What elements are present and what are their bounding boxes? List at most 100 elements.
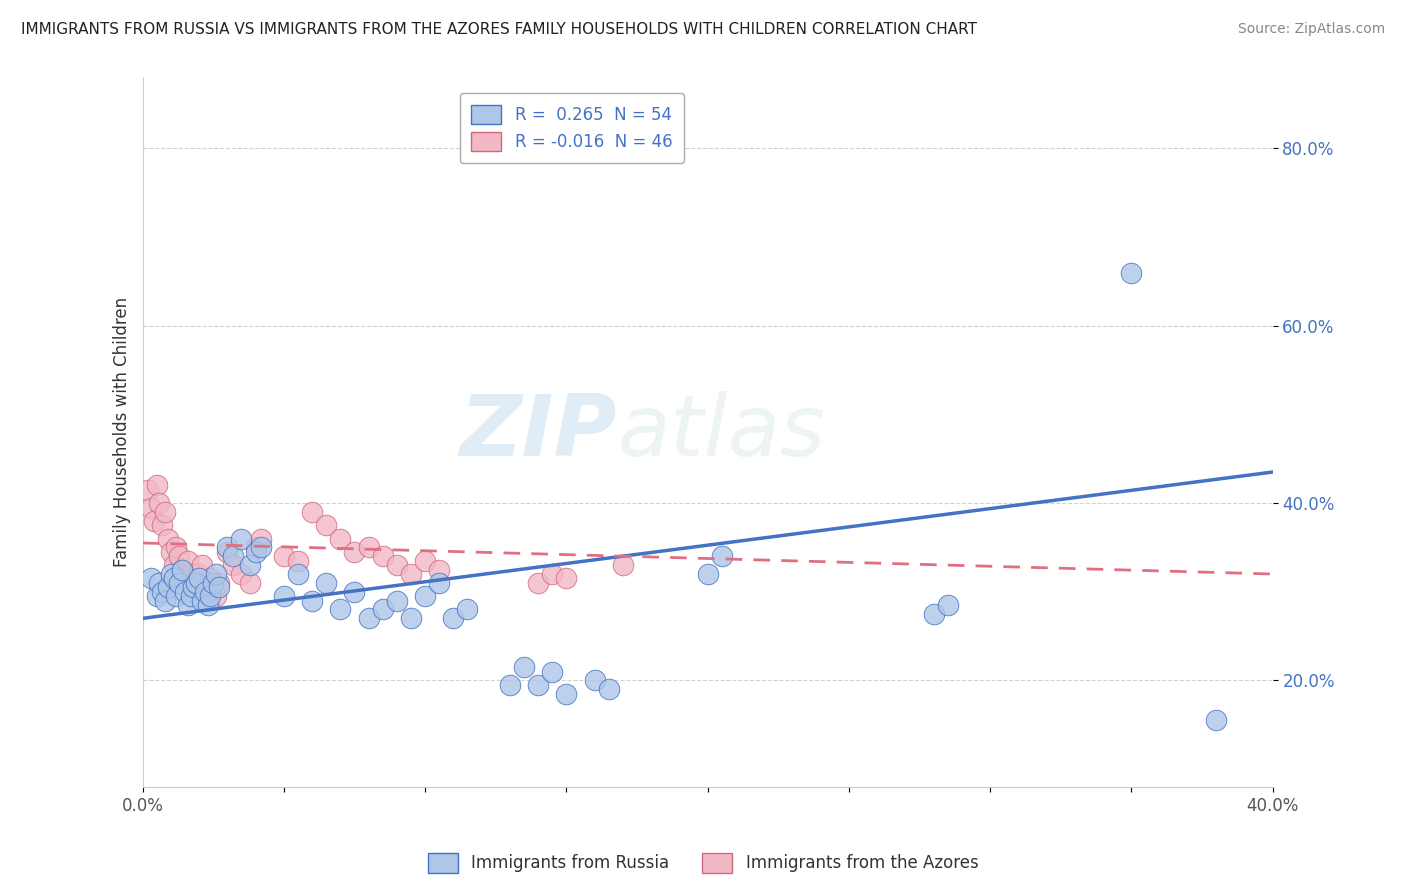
Point: [186, 580, 208, 594]
Point: [936, 598, 959, 612]
Point: [371, 602, 394, 616]
Point: [399, 567, 422, 582]
Point: [441, 611, 464, 625]
Point: [273, 549, 295, 564]
Point: [139, 571, 162, 585]
Text: Source: ZipAtlas.com: Source: ZipAtlas.com: [1237, 22, 1385, 37]
Point: [343, 545, 366, 559]
Point: [186, 575, 208, 590]
Point: [710, 549, 733, 564]
Point: [167, 575, 190, 590]
Point: [208, 580, 231, 594]
Point: [612, 558, 634, 573]
Point: [399, 611, 422, 625]
Point: [191, 558, 214, 573]
Point: [385, 558, 408, 573]
Point: [156, 580, 179, 594]
Point: [162, 558, 184, 573]
Point: [555, 687, 578, 701]
Legend: Immigrants from Russia, Immigrants from the Azores: Immigrants from Russia, Immigrants from …: [420, 847, 986, 880]
Point: [153, 505, 176, 519]
Point: [188, 571, 211, 585]
Point: [172, 563, 194, 577]
Point: [513, 660, 536, 674]
Point: [217, 541, 239, 555]
Point: [165, 541, 187, 555]
Point: [202, 575, 225, 590]
Text: ZIP: ZIP: [460, 391, 617, 474]
Point: [527, 575, 550, 590]
Point: [159, 545, 181, 559]
Point: [239, 558, 262, 573]
Point: [583, 673, 606, 688]
Y-axis label: Family Households with Children: Family Households with Children: [114, 297, 131, 567]
Point: [456, 602, 478, 616]
Point: [413, 554, 436, 568]
Point: [165, 589, 187, 603]
Point: [153, 593, 176, 607]
Point: [191, 593, 214, 607]
Point: [202, 580, 225, 594]
Text: IMMIGRANTS FROM RUSSIA VS IMMIGRANTS FROM THE AZORES FAMILY HOUSEHOLDS WITH CHIL: IMMIGRANTS FROM RUSSIA VS IMMIGRANTS FRO…: [21, 22, 977, 37]
Point: [696, 567, 718, 582]
Point: [427, 575, 450, 590]
Point: [205, 567, 228, 582]
Point: [301, 505, 323, 519]
Point: [180, 567, 202, 582]
Point: [329, 602, 352, 616]
Point: [413, 589, 436, 603]
Point: [357, 611, 380, 625]
Point: [922, 607, 945, 621]
Point: [167, 549, 190, 564]
Point: [194, 575, 217, 590]
Point: [159, 567, 181, 582]
Legend: R =  0.265  N = 54, R = -0.016  N = 46: R = 0.265 N = 54, R = -0.016 N = 46: [460, 93, 685, 163]
Point: [239, 575, 262, 590]
Point: [197, 598, 219, 612]
Point: [541, 665, 564, 679]
Point: [194, 584, 217, 599]
Point: [371, 549, 394, 564]
Point: [245, 545, 267, 559]
Point: [598, 682, 620, 697]
Point: [162, 571, 184, 585]
Point: [145, 589, 167, 603]
Point: [427, 563, 450, 577]
Point: [287, 567, 309, 582]
Point: [527, 678, 550, 692]
Point: [197, 584, 219, 599]
Point: [343, 584, 366, 599]
Point: [139, 500, 162, 515]
Point: [315, 518, 337, 533]
Point: [177, 598, 200, 612]
Point: [555, 571, 578, 585]
Point: [156, 532, 179, 546]
Point: [287, 554, 309, 568]
Point: [222, 558, 245, 573]
Point: [499, 678, 522, 692]
Point: [541, 567, 564, 582]
Point: [177, 554, 200, 568]
Point: [150, 584, 173, 599]
Text: atlas: atlas: [617, 391, 825, 474]
Point: [250, 541, 273, 555]
Point: [200, 589, 222, 603]
Point: [217, 545, 239, 559]
Point: [136, 483, 159, 497]
Point: [385, 593, 408, 607]
Point: [250, 532, 273, 546]
Point: [1121, 266, 1143, 280]
Point: [150, 518, 173, 533]
Point: [142, 514, 165, 528]
Point: [231, 532, 253, 546]
Point: [183, 580, 205, 594]
Point: [174, 584, 197, 599]
Point: [222, 549, 245, 564]
Point: [205, 589, 228, 603]
Point: [200, 571, 222, 585]
Point: [301, 593, 323, 607]
Point: [172, 563, 194, 577]
Point: [357, 541, 380, 555]
Point: [188, 567, 211, 582]
Point: [1205, 714, 1227, 728]
